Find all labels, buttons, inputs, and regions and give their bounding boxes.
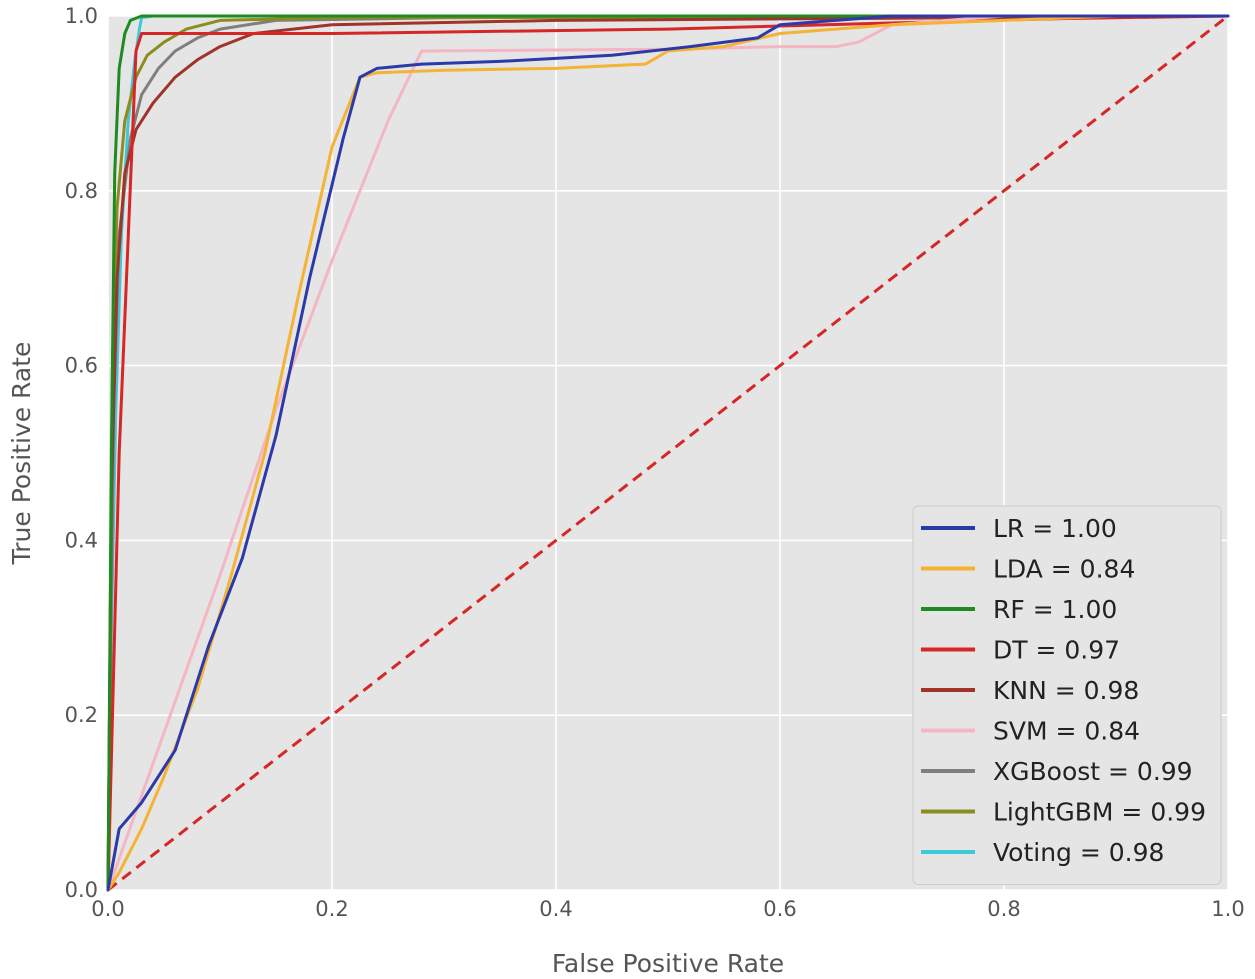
x-tick-label: 0.8: [987, 897, 1020, 921]
y-tick-label: 0.2: [65, 703, 98, 727]
tick-labels: 0.0 0.2 0.4 0.6 0.8 1.0 0.0 0.2 0.4 0.6 0.8 1.0: [65, 4, 1245, 921]
legend-label-xgboost: XGBoost = 0.99: [993, 757, 1193, 786]
grid-lines: [107, 15, 1229, 891]
y-tick-label: 0.8: [65, 179, 98, 203]
series-line-lda: [106, 14, 1230, 892]
legend-label-svm: SVM = 0.84: [993, 717, 1140, 746]
series-line-knn: [106, 14, 1230, 892]
x-axis-label: False Positive Rate: [552, 949, 784, 978]
y-tick-label: 0.0: [65, 878, 98, 902]
x-tick-label: 0.6: [763, 897, 796, 921]
series-lines: [106, 14, 1230, 892]
y-axis-label: True Positive Rate: [7, 342, 36, 566]
legend-label-dt: DT = 0.97: [993, 636, 1120, 665]
x-tick-label: 1.0: [1211, 897, 1244, 921]
y-tick-label: 0.6: [65, 354, 98, 378]
legend-box: [912, 505, 1222, 885]
legend-label-lightgbm: LightGBM = 0.99: [993, 798, 1206, 827]
series-line-rf: [106, 14, 1230, 892]
legend-label-voting: Voting = 0.98: [993, 838, 1164, 867]
x-tick-label: 0.2: [315, 897, 348, 921]
y-tick-label: 0.4: [65, 528, 98, 552]
legend: LR = 1.00 LDA = 0.84 RF = 1.00 DT = 0.97 KNN…: [912, 505, 1222, 885]
reference-line-group: [107, 14, 1229, 892]
legend-label-rf: RF = 1.00: [993, 595, 1117, 624]
x-tick-label: 0.0: [91, 897, 124, 921]
x-tick-label: 0.4: [539, 897, 572, 921]
legend-label-lr: LR = 1.00: [993, 514, 1117, 543]
series-line-svm: [106, 14, 1230, 892]
legend-label-lda: LDA = 0.84: [993, 555, 1135, 584]
chance-reference-line: [107, 14, 1229, 892]
series-line-lr: [106, 14, 1230, 892]
y-tick-label: 1.0: [65, 4, 98, 28]
legend-label-knn: KNN = 0.98: [993, 676, 1139, 705]
series-line-lightgbm: [106, 14, 1230, 892]
